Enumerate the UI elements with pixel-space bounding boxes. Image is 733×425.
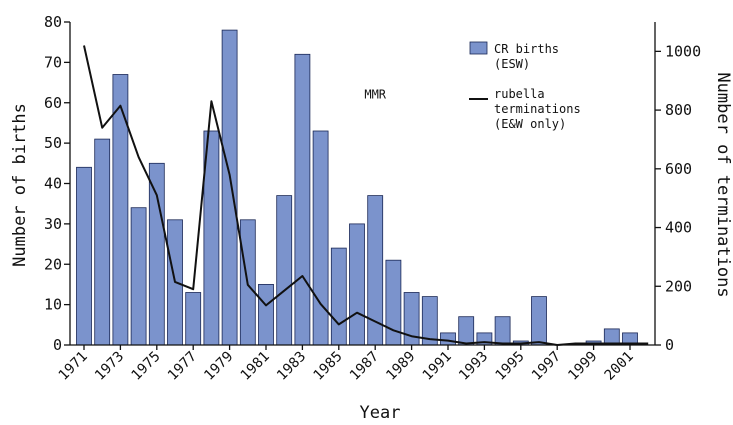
- left-tick-label-0: 0: [53, 336, 62, 354]
- bar-1996: [531, 296, 547, 346]
- bar-1985: [330, 247, 347, 346]
- right-tick-label-800: 800: [665, 101, 692, 119]
- x-tick-label-1997: 1997: [529, 349, 564, 384]
- x-tick-label-1991: 1991: [420, 349, 455, 384]
- x-tick-label-1979: 1979: [201, 349, 236, 384]
- bar-1986: [349, 223, 365, 346]
- right-tick-label-600: 600: [665, 160, 692, 178]
- bar-1991: [440, 332, 456, 346]
- right-ticks-group: 0 200 400 600 800 1000: [655, 42, 701, 354]
- x-tick-label-1999: 1999: [565, 349, 600, 384]
- bar-1971: [76, 166, 92, 346]
- left-tick-label-20: 20: [44, 255, 62, 273]
- left-tick-label-40: 40: [44, 175, 62, 193]
- x-tick-label-1989: 1989: [383, 349, 418, 384]
- right-axis-title: Number of terminations: [713, 72, 733, 297]
- legend-label-terminations-line2: terminations: [494, 102, 581, 116]
- legend: CR births (ESW) rubella terminations (E&…: [469, 41, 581, 131]
- legend-label-terminations-line1: rubella: [494, 87, 545, 101]
- legend-label-births-line1: CR births: [494, 42, 559, 56]
- right-tick-label-1000: 1000: [665, 42, 701, 60]
- mmr-annotation: MMR: [364, 88, 386, 102]
- x-tick-label-1981: 1981: [238, 349, 273, 384]
- x-tick-label-1983: 1983: [274, 349, 309, 384]
- bar-1977: [185, 292, 202, 346]
- legend-label-births-line2: (ESW): [494, 57, 530, 71]
- left-axis-title: Number of births: [10, 103, 30, 267]
- bar-1981: [258, 283, 274, 346]
- bar-1992: [458, 316, 475, 346]
- x-tick-label-1973: 1973: [92, 349, 127, 384]
- bar-1994: [494, 316, 511, 346]
- left-ticks-group: 0 10 20 30 40 50 60 70 80: [44, 13, 70, 354]
- bar-1983: [294, 53, 311, 346]
- x-ticks-group: 1971 1973 1975 1977 1979 1981 1983 1985 1987 1989…: [56, 345, 637, 384]
- legend-bar-swatch: [469, 41, 488, 55]
- right-tick-label-200: 200: [665, 277, 692, 295]
- bar-1982: [276, 195, 293, 346]
- x-tick-label-1987: 1987: [347, 349, 382, 384]
- x-tick-label-1993: 1993: [456, 349, 491, 384]
- left-tick-label-60: 60: [44, 94, 62, 112]
- right-tick-label-400: 400: [665, 219, 692, 237]
- left-tick-label-80: 80: [44, 13, 62, 31]
- bar-1974: [130, 207, 147, 346]
- legend-label-terminations-line3: (E&W only): [494, 117, 566, 131]
- x-tick-label-1985: 1985: [310, 349, 345, 384]
- bar-1979: [221, 29, 238, 346]
- x-tick-label-1995: 1995: [492, 349, 527, 384]
- bar-1984: [312, 130, 329, 346]
- bars-group: [76, 29, 638, 346]
- x-axis-title: Year: [360, 403, 401, 423]
- x-tick-label-1975: 1975: [128, 349, 163, 384]
- bar-1972: [94, 138, 111, 346]
- right-tick-label-0: 0: [665, 336, 674, 354]
- left-tick-label-30: 30: [44, 215, 62, 233]
- left-tick-label-70: 70: [44, 53, 62, 71]
- left-tick-label-10: 10: [44, 296, 62, 314]
- x-tick-label-1977: 1977: [165, 349, 200, 384]
- left-tick-label-50: 50: [44, 134, 62, 152]
- x-tick-label-2001: 2001: [602, 349, 637, 384]
- bar-1975: [148, 162, 165, 346]
- bar-1973: [112, 74, 129, 346]
